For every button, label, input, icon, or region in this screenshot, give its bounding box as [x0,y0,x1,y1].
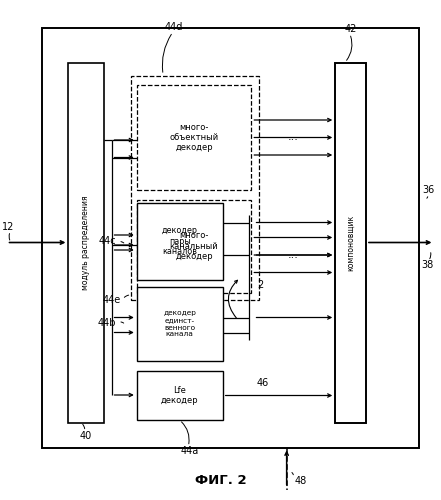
Text: компоновщик: компоновщик [346,214,355,270]
Text: декодер
пары
каналов: декодер пары каналов [162,226,198,256]
Text: 40: 40 [80,431,92,441]
Text: 46: 46 [256,378,269,388]
Bar [137,371,223,420]
Text: 12: 12 [2,222,14,232]
Text: 44e: 44e [102,295,120,305]
Text: декодер
единст-
венного
канала: декодер единст- венного канала [163,310,196,338]
Text: 44c: 44c [99,236,116,246]
Text: 44d: 44d [165,22,183,32]
Text: много-
объектный
декодер: много- объектный декодер [169,122,219,152]
Text: Lfe
декодер: Lfe декодер [161,386,198,405]
Bar [137,200,251,292]
Bar [335,62,366,422]
Text: ...: ... [288,250,299,260]
Bar [137,202,223,280]
Text: 38: 38 [422,260,434,270]
Text: ФИГ. 2: ФИГ. 2 [194,474,247,486]
Text: 2: 2 [257,280,263,290]
Bar [131,76,259,300]
Bar [137,85,251,190]
Text: 48: 48 [295,476,307,486]
Text: 44b: 44b [98,318,116,328]
Text: 42: 42 [344,24,357,34]
Text: ...: ... [288,132,299,142]
Text: много-
канальный
декодер: много- канальный декодер [170,232,218,261]
Bar [68,62,104,422]
Bar [42,28,419,448]
Text: 36: 36 [422,185,435,195]
Bar [137,287,223,361]
Text: модуль распределения: модуль распределения [82,195,90,290]
Text: 44a: 44a [180,446,199,456]
